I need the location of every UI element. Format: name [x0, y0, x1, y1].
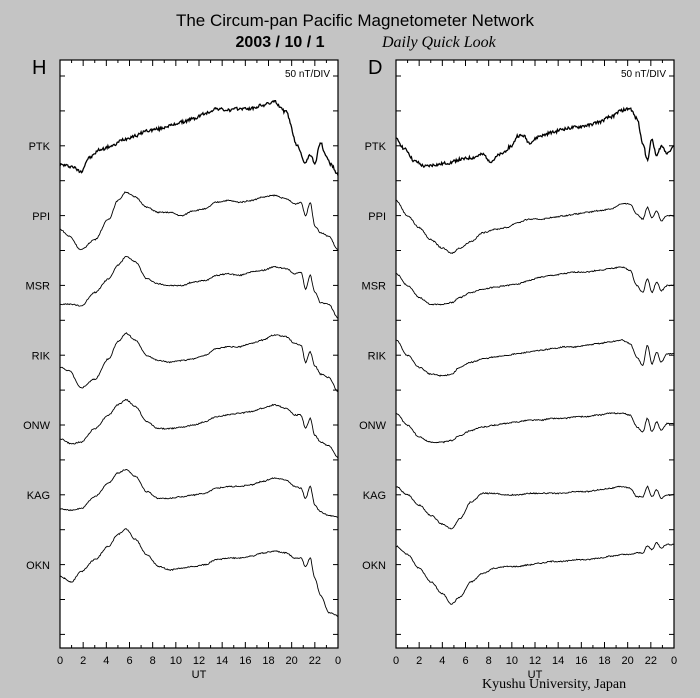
figure-date: 2003 / 10 / 1 [236, 34, 325, 51]
x-tick-label: 0 [393, 655, 399, 667]
trace-rik [59, 332, 339, 393]
x-tick-label: 18 [262, 655, 274, 667]
x-tick-label: 14 [552, 655, 564, 667]
trace-ppi [60, 191, 339, 251]
trace-onw [395, 412, 674, 444]
station-label-msr: MSR [26, 281, 51, 293]
x-tick-label: 20 [622, 655, 634, 667]
x-tick-label: 0 [335, 655, 341, 667]
x-axis-label: UT [528, 669, 543, 681]
x-tick-label: 6 [126, 655, 132, 667]
panels-group: H 50 nT/DIV PTK PPI MSR RIK ONW KAG OKN 0 2 4 6 8 10 12… [23, 57, 677, 681]
plot-frame [395, 59, 675, 649]
trace-onw [60, 398, 339, 459]
figure-subtitle: Daily Quick Look [381, 34, 497, 51]
x-tick-label: 4 [439, 655, 445, 667]
x-tick-label: 12 [529, 655, 541, 667]
x-tick-label: 16 [575, 655, 587, 667]
station-label-onw: ONW [23, 420, 51, 432]
panel-label: H [32, 57, 46, 79]
scale-label: 50 nT/DIV [621, 69, 666, 80]
station-label-kag: KAG [363, 490, 386, 502]
station-label-ppi: PPI [32, 211, 50, 223]
trace-kag [395, 485, 675, 530]
station-label-onw: ONW [359, 420, 387, 432]
x-tick-label: 14 [216, 655, 228, 667]
x-tick-label: 8 [486, 655, 492, 667]
x-tick-label: 18 [598, 655, 610, 667]
trace-okn [59, 528, 339, 617]
station-label-ptk: PTK [365, 141, 387, 153]
trace-msr [59, 256, 339, 319]
station-label-ppi: PPI [368, 211, 386, 223]
x-tick-label: 10 [170, 655, 182, 667]
x-tick-label: 8 [150, 655, 156, 667]
x-tick-label: 22 [645, 655, 657, 667]
station-label-okn: OKN [26, 560, 50, 572]
x-tick-label: 0 [57, 655, 63, 667]
credit-text: Kyushu University, Japan [482, 677, 626, 692]
scale-label: 50 nT/DIV [285, 69, 330, 80]
station-label-rik: RIK [368, 350, 387, 362]
x-tick-label: 22 [309, 655, 321, 667]
trace-okn [395, 542, 675, 605]
plot-frame [59, 59, 339, 649]
x-tick-label: 2 [416, 655, 422, 667]
x-tick-label: 12 [193, 655, 205, 667]
x-tick-label: 4 [103, 655, 109, 667]
panel-h: H 50 nT/DIV PTK PPI MSR RIK ONW KAG OKN 0 2 4 6 8 10 12… [23, 57, 341, 681]
panel-d: D 50 nT/DIV PTK PPI MSR RIK ONW KAG OKN 0 2 4 6 8 10 12… [359, 57, 677, 681]
x-tick-label: 16 [239, 655, 251, 667]
station-label-rik: RIK [32, 350, 51, 362]
trace-ppi [395, 199, 675, 254]
trace-ptk [395, 106, 675, 168]
trace-ptk [59, 99, 339, 176]
x-axis-label: UT [192, 669, 207, 681]
x-tick-label: 10 [506, 655, 518, 667]
x-tick-label: 0 [671, 655, 677, 667]
figure-title: The Circum-pan Pacific Magnetometer Netw… [176, 11, 535, 30]
x-tick-label: 2 [80, 655, 86, 667]
trace-kag [59, 469, 338, 518]
trace-msr [395, 266, 675, 306]
x-tick-label: 20 [286, 655, 298, 667]
x-tick-label: 6 [462, 655, 468, 667]
station-label-msr: MSR [362, 281, 387, 293]
station-label-ptk: PTK [29, 141, 51, 153]
station-label-okn: OKN [362, 560, 386, 572]
station-label-kag: KAG [27, 490, 50, 502]
panel-label: D [368, 57, 382, 79]
trace-rik [395, 339, 675, 377]
